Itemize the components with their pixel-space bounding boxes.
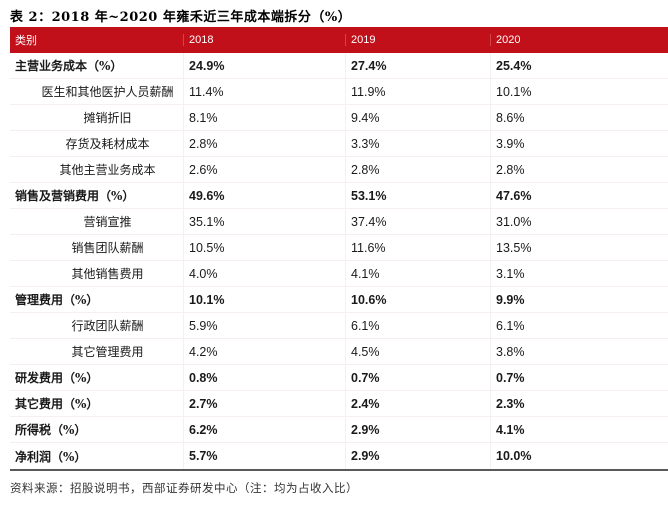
- table-row: 其它管理费用 4.2% 4.5% 3.8%: [10, 339, 668, 365]
- header-year-2018: 2018: [183, 34, 345, 46]
- value-2020: 2.3%: [490, 391, 668, 416]
- value-2020: 3.9%: [490, 131, 668, 156]
- value-2018: 8.1%: [183, 105, 345, 130]
- value-2018: 11.4%: [183, 79, 345, 104]
- value-2019: 4.1%: [345, 261, 490, 286]
- row-label: 管理费用（%）: [15, 293, 99, 307]
- value-2020: 9.9%: [490, 287, 668, 312]
- table-row: 存货及耗材成本 2.8% 3.3% 3.9%: [10, 131, 668, 157]
- value-2020: 13.5%: [490, 235, 668, 260]
- value-2018: 5.7%: [183, 443, 345, 469]
- row-label: 主营业务成本（%）: [15, 59, 123, 73]
- table-title: 表 2：2018 年~2020 年雍禾近三年成本端拆分（%）: [10, 10, 352, 25]
- value-2018: 5.9%: [183, 313, 345, 338]
- value-2020: 0.7%: [490, 365, 668, 390]
- value-2020: 31.0%: [490, 209, 668, 234]
- value-2020: 3.8%: [490, 339, 668, 364]
- header-year-2020: 2020: [490, 34, 668, 46]
- table-row: 营销宣推 35.1% 37.4% 31.0%: [10, 209, 668, 235]
- value-2018: 2.8%: [183, 131, 345, 156]
- source-note: 资料来源：招股说明书，西部证券研发中心（注：均为占收入比）: [10, 481, 358, 495]
- table-row: 所得税（%） 6.2% 2.9% 4.1%: [10, 417, 668, 443]
- table-body: 主营业务成本（%） 24.9% 27.4% 25.4% 医生和其他医护人员薪酬 …: [10, 53, 668, 469]
- row-label: 其它费用（%）: [15, 397, 99, 411]
- value-2020: 3.1%: [490, 261, 668, 286]
- row-label: 存货及耗材成本: [65, 137, 150, 151]
- table-row: 摊销折旧 8.1% 9.4% 8.6%: [10, 105, 668, 131]
- value-2020: 47.6%: [490, 183, 668, 208]
- value-2019: 0.7%: [345, 365, 490, 390]
- table-row: 销售团队薪酬 10.5% 11.6% 13.5%: [10, 235, 668, 261]
- value-2019: 2.4%: [345, 391, 490, 416]
- row-label: 其他销售费用: [71, 267, 144, 281]
- value-2019: 2.9%: [345, 443, 490, 469]
- value-2019: 3.3%: [345, 131, 490, 156]
- table-row: 其它费用（%） 2.7% 2.4% 2.3%: [10, 391, 668, 417]
- value-2019: 2.9%: [345, 417, 490, 442]
- table-row: 管理费用（%） 10.1% 10.6% 9.9%: [10, 287, 668, 313]
- value-2020: 10.0%: [490, 443, 668, 469]
- value-2019: 6.1%: [345, 313, 490, 338]
- table-row: 主营业务成本（%） 24.9% 27.4% 25.4%: [10, 53, 668, 79]
- value-2020: 10.1%: [490, 79, 668, 104]
- row-label: 摊销折旧: [83, 111, 132, 125]
- value-2020: 8.6%: [490, 105, 668, 130]
- value-2019: 53.1%: [345, 183, 490, 208]
- value-2018: 35.1%: [183, 209, 345, 234]
- cost-breakdown-table: 类别 2018 2019 2020 主营业务成本（%） 24.9% 27.4% …: [10, 27, 668, 469]
- table-row: 行政团队薪酬 5.9% 6.1% 6.1%: [10, 313, 668, 339]
- value-2019: 37.4%: [345, 209, 490, 234]
- value-2018: 49.6%: [183, 183, 345, 208]
- row-label: 销售团队薪酬: [71, 241, 144, 255]
- value-2018: 6.2%: [183, 417, 345, 442]
- header-category: 类别: [15, 34, 37, 47]
- row-label: 行政团队薪酬: [71, 319, 144, 333]
- value-2020: 25.4%: [490, 53, 668, 78]
- value-2020: 2.8%: [490, 157, 668, 182]
- value-2018: 4.2%: [183, 339, 345, 364]
- row-label: 其它管理费用: [71, 345, 144, 359]
- value-2019: 2.8%: [345, 157, 490, 182]
- value-2020: 4.1%: [490, 417, 668, 442]
- table-row: 其他销售费用 4.0% 4.1% 3.1%: [10, 261, 668, 287]
- table-row: 医生和其他医护人员薪酬 11.4% 11.9% 10.1%: [10, 79, 668, 105]
- value-2019: 27.4%: [345, 53, 490, 78]
- value-2018: 4.0%: [183, 261, 345, 286]
- value-2019: 10.6%: [345, 287, 490, 312]
- value-2019: 4.5%: [345, 339, 490, 364]
- table-row: 净利润（%） 5.7% 2.9% 10.0%: [10, 443, 668, 469]
- row-label: 所得税（%）: [15, 423, 87, 437]
- value-2018: 0.8%: [183, 365, 345, 390]
- row-label: 销售及营销费用（%）: [15, 189, 135, 203]
- value-2020: 6.1%: [490, 313, 668, 338]
- table-row: 其他主营业务成本 2.6% 2.8% 2.8%: [10, 157, 668, 183]
- value-2018: 2.7%: [183, 391, 345, 416]
- row-label: 医生和其他医护人员薪酬: [41, 85, 174, 99]
- value-2018: 10.5%: [183, 235, 345, 260]
- value-2019: 9.4%: [345, 105, 490, 130]
- value-2018: 24.9%: [183, 53, 345, 78]
- header-year-2019: 2019: [345, 34, 490, 46]
- value-2019: 11.9%: [345, 79, 490, 104]
- value-2018: 2.6%: [183, 157, 345, 182]
- row-label: 净利润（%）: [15, 449, 87, 464]
- value-2018: 10.1%: [183, 287, 345, 312]
- row-label: 研发费用（%）: [15, 371, 99, 385]
- row-label: 营销宣推: [83, 215, 132, 229]
- table-bottom-border: [10, 469, 668, 471]
- table-header-row: 类别 2018 2019 2020: [10, 27, 668, 53]
- table-row: 研发费用（%） 0.8% 0.7% 0.7%: [10, 365, 668, 391]
- row-label: 其他主营业务成本: [59, 163, 156, 177]
- value-2019: 11.6%: [345, 235, 490, 260]
- table-row: 销售及营销费用（%） 49.6% 53.1% 47.6%: [10, 183, 668, 209]
